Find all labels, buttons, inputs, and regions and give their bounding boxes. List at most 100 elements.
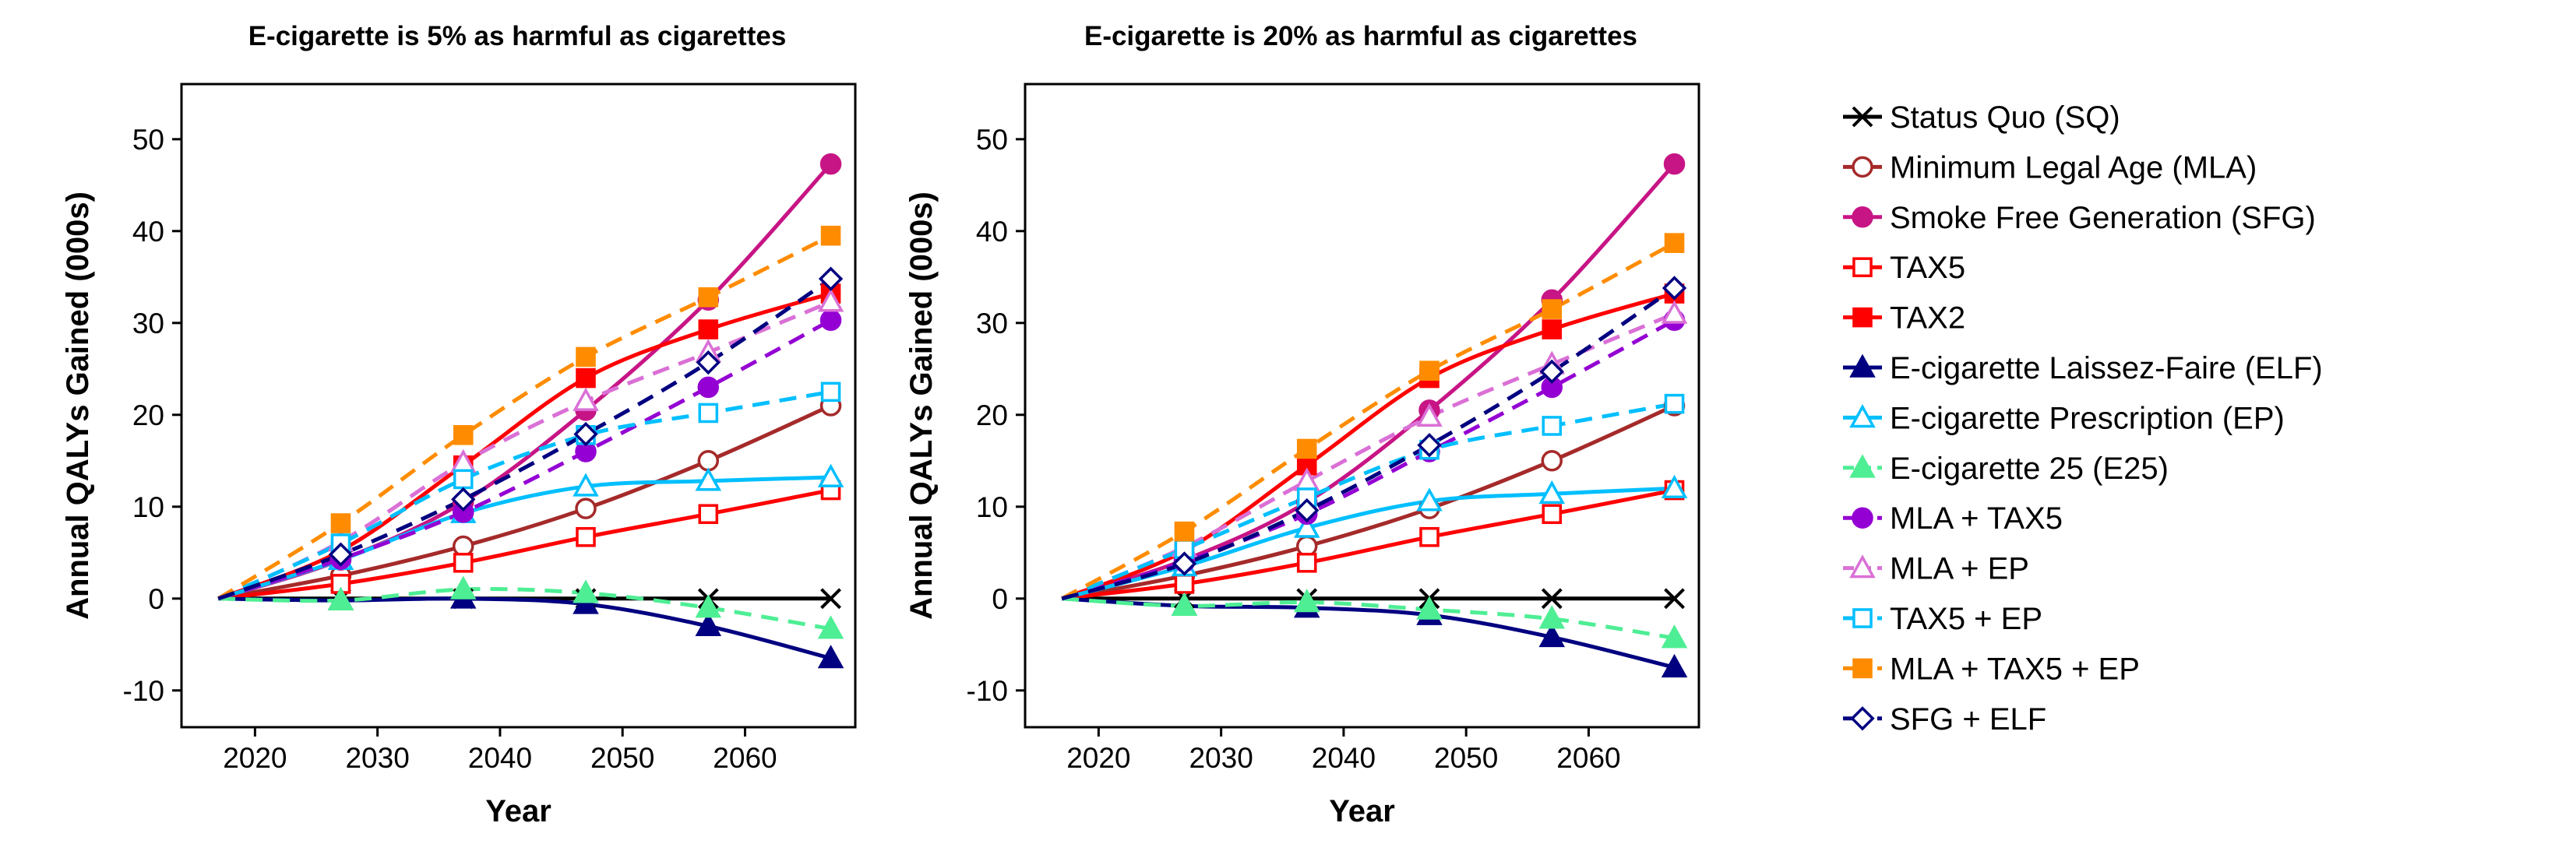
data-point-tax5 (1542, 504, 1563, 525)
data-point-sfg-elf (451, 487, 476, 512)
legend-item-smoke-free-generation-sfg: Smoke Free Generation (SFG) (1843, 201, 2316, 235)
data-point-e-cigarette-laissez-faire-elf (695, 612, 722, 636)
legend-marker (1849, 554, 1876, 578)
data-point-mla-tax5-ep (698, 287, 719, 308)
data-point-smoke-free-generation-sfg (819, 153, 842, 175)
data-point-sfg-elf (328, 542, 354, 567)
legend-label: SFG + ELF (1890, 702, 2046, 737)
legend-item-status-quo-sq: Status Quo (SQ) (1843, 100, 2120, 135)
legend-marker (1852, 507, 1873, 529)
legend-marker (1849, 403, 1876, 428)
chart-panel-1: E-cigarette is 5% as harmful as cigarett… (61, 21, 857, 828)
y-tick-label: 30 (976, 308, 1008, 339)
series-lines (217, 163, 833, 660)
data-point-minimum-legal-age-mla (575, 498, 597, 519)
series-line-tax5-ep (217, 389, 831, 601)
legend-item-mla-tax5-ep: MLA + TAX5 + EP (1843, 652, 2140, 686)
data-point-sfg-elf (1417, 433, 1442, 458)
series-line-e-cigarette-laissez-faire-elf (218, 596, 832, 660)
series-line-smoke-free-generation-sfg (1061, 163, 1676, 601)
data-point-status-quo-sq (1664, 588, 1685, 610)
data-point-mla-ep (573, 387, 599, 411)
legend-marker (1849, 353, 1876, 378)
series-line-mla-ep (217, 300, 832, 601)
data-point-tax5-ep (453, 469, 474, 490)
data-point-mla-tax5-ep (1664, 233, 1685, 253)
data-point-status-quo-sq (820, 588, 841, 610)
y-tick-label: 0 (992, 583, 1008, 615)
legend-label: MLA + TAX5 (1890, 501, 2063, 536)
series-line-mla-ep (1061, 311, 1676, 601)
series-line-minimum-legal-age-mla (1061, 403, 1676, 601)
data-point-e-cigarette-prescription-ep (573, 473, 599, 497)
x-tick-label: 2040 (1312, 742, 1376, 774)
data-point-tax5 (1419, 526, 1440, 547)
x-tick-label: 2060 (1556, 742, 1620, 774)
y-tick-label: -10 (967, 675, 1008, 707)
x-tick-label: 2060 (713, 742, 777, 774)
data-point-mla-tax5 (697, 376, 720, 399)
legend-label: TAX5 (1890, 251, 1965, 285)
x-axis-label: Year (1329, 794, 1395, 828)
series-line-mla-tax5-ep (217, 234, 832, 600)
legend-marker (1852, 106, 1873, 128)
y-axis-label: Annual QALYs Gained (000s) (904, 192, 939, 620)
legend-item-mla-ep: MLA + EP (1843, 552, 2029, 586)
legend-label: Minimum Legal Age (MLA) (1890, 150, 2257, 185)
y-tick-label: 10 (976, 491, 1008, 523)
data-point-mla-tax5-ep (453, 424, 474, 445)
data-point-sfg-elf (1172, 551, 1197, 576)
data-point-e-cigarette-25-e25 (449, 575, 477, 600)
data-point-e-cigarette-25-e25 (1293, 589, 1320, 613)
legend-label: TAX2 (1890, 301, 1965, 336)
y-tick-label: 40 (132, 216, 164, 248)
data-point-mla-ep (1661, 300, 1688, 324)
data-point-mla-tax5 (819, 309, 842, 332)
data-point-mla-tax5-ep (330, 513, 351, 533)
series-line-smoke-free-generation-sfg (217, 163, 833, 601)
legend-item-sfg-elf: SFG + ELF (1843, 702, 2046, 737)
x-tick-label: 2020 (223, 742, 287, 774)
x-axis-label: Year (485, 794, 551, 828)
y-tick-label: -10 (123, 675, 164, 707)
data-point-mla-tax5-ep (820, 225, 841, 246)
data-point-e-cigarette-prescription-ep (695, 467, 722, 491)
y-tick-label: 40 (976, 216, 1008, 248)
legend-label: Smoke Free Generation (SFG) (1890, 201, 2316, 235)
data-point-mla-ep (817, 288, 844, 312)
series-line-e-cigarette-25-e25 (218, 587, 831, 631)
data-point-e-cigarette-25-e25 (573, 579, 599, 603)
series-line-e-cigarette-laissez-faire-elf (1062, 596, 1676, 670)
series-line-mla-tax5-ep (1060, 241, 1676, 600)
data-point-tax5-ep (698, 403, 719, 424)
chart-panel-2: E-cigarette is 20% as harmful as cigaret… (904, 21, 1700, 828)
data-point-tax5 (1174, 574, 1195, 594)
data-point-mla-tax5-ep (576, 346, 596, 367)
y-axis-label: Annual QALYs Gained (000s) (61, 192, 95, 620)
data-point-minimum-legal-age-mla (697, 450, 720, 472)
data-point-e-cigarette-25-e25 (695, 594, 722, 618)
chart-title: E-cigarette is 5% as harmful as cigarett… (248, 21, 787, 51)
data-point-mla-tax5-ep (1419, 360, 1440, 381)
data-point-sfg-elf (1295, 498, 1320, 523)
data-point-mla-tax5-ep (1174, 521, 1195, 542)
legend-label: MLA + EP (1890, 552, 2029, 586)
series-markers (327, 153, 844, 669)
data-point-e-cigarette-25-e25 (327, 586, 354, 610)
legend-label: E-cigarette Prescription (EP) (1890, 401, 2285, 435)
data-point-e-cigarette-prescription-ep (1416, 487, 1443, 512)
data-point-sfg-elf (573, 421, 598, 447)
legend-marker (1852, 658, 1873, 679)
series-line-tax5 (217, 488, 831, 601)
x-tick-label: 2050 (1434, 742, 1498, 774)
y-tick-label: 50 (132, 124, 164, 156)
data-point-e-cigarette-25-e25 (817, 615, 844, 639)
y-tick-label: 50 (976, 124, 1008, 156)
data-point-tax5 (576, 526, 596, 547)
legend-marker (1852, 307, 1873, 328)
y-tick-label: 0 (148, 583, 164, 615)
chart-title: E-cigarette is 20% as harmful as cigaret… (1084, 21, 1637, 51)
legend: Status Quo (SQ) Minimum Legal Age (MLA) Sm… (1843, 100, 2323, 737)
x-tick-label: 2040 (468, 742, 532, 774)
